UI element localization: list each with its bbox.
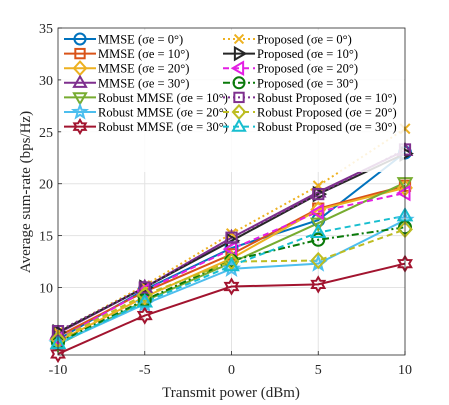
series-point-10: [311, 232, 326, 247]
series-point-12: [223, 252, 240, 271]
x-tick-label: -10: [49, 363, 68, 378]
y-tick-label: 20: [39, 178, 53, 193]
series-point-13: [309, 223, 327, 239]
series-line-11: [57, 148, 406, 333]
legend-marker: [72, 118, 88, 136]
series-point-11: [138, 281, 151, 294]
legend-marker: [230, 60, 245, 76]
legend-label: Robust Proposed (σe = 10°): [257, 91, 397, 105]
legend-marker: [233, 33, 245, 45]
legend: MMSE (σe = 0°)MMSE (σe = 10°)MMSE (σe = …: [61, 30, 404, 172]
series-point-6: [50, 344, 66, 364]
legend-label: Robust Proposed (σe = 30°): [257, 120, 397, 134]
series-markers: [48, 123, 415, 364]
legend-label: Robust MMSE (σe = 20°): [98, 106, 228, 120]
series-point-11: [225, 231, 238, 244]
series-point-6: [310, 275, 327, 294]
series-point-13: [223, 256, 240, 272]
series-point-6: [223, 277, 240, 296]
legend-label: Proposed (σe = 10°): [257, 47, 358, 61]
series-point-4: [309, 217, 327, 233]
legend-marker: [231, 118, 247, 132]
y-tick-label: 10: [39, 282, 53, 297]
legend-label: Proposed (σe = 30°): [257, 76, 358, 90]
series-point-9: [396, 184, 411, 202]
series-point-9: [309, 203, 324, 221]
x-tick-label: 10: [398, 363, 412, 378]
x-tick-label: 0: [228, 363, 235, 378]
legend-marker: [232, 76, 246, 90]
series-point-11: [312, 187, 325, 201]
x-tick-label: -5: [139, 363, 151, 378]
legend-marker: [73, 32, 87, 46]
plot-frame: [57, 27, 406, 356]
x-axis-label: Transmit power (dBm): [162, 385, 300, 401]
legend-marker: [72, 74, 88, 88]
series-point-6: [136, 306, 153, 325]
x-tick-label: 5: [315, 363, 322, 378]
series-point-9: [222, 240, 237, 258]
legend-marker: [233, 91, 245, 104]
y-tick-label: 15: [39, 230, 53, 245]
series-line-8: [57, 152, 406, 334]
series-point-12: [136, 286, 153, 304]
legend-label: Robust Proposed (σe = 20°): [257, 106, 397, 120]
legend-label: MMSE (σe = 20°): [98, 62, 189, 76]
legend-label: Robust MMSE (σe = 30°): [98, 120, 228, 134]
y-tick-label: 35: [39, 22, 53, 37]
legend-marker: [233, 45, 248, 62]
y-tick-labels: 10 15 20 25 30 35: [39, 22, 53, 297]
series-point-3: [309, 183, 327, 198]
y-tick-label: 30: [39, 74, 53, 89]
legend-label: Robust MMSE (σe = 10°): [98, 91, 228, 105]
legend-marker: [74, 47, 86, 60]
y-axis-label: Average sum-rate (bps/Hz): [18, 111, 34, 273]
legend-label: Proposed (σe = 0°): [257, 33, 352, 47]
series-point-12: [310, 251, 327, 270]
legend-marker: [72, 92, 88, 106]
legend-label: Proposed (σe = 20°): [257, 62, 358, 76]
series-line-6: [57, 262, 406, 355]
legend-label: MMSE (σe = 0°): [98, 33, 183, 47]
legend-label: MMSE (σe = 30°): [98, 76, 189, 90]
series-point-13: [136, 293, 154, 308]
legend-label: MMSE (σe = 10°): [98, 47, 189, 61]
legend-marker: [70, 102, 90, 120]
y-tick-label: 25: [39, 126, 53, 141]
x-tick-labels: -10 -5 0 5 10: [49, 363, 412, 378]
